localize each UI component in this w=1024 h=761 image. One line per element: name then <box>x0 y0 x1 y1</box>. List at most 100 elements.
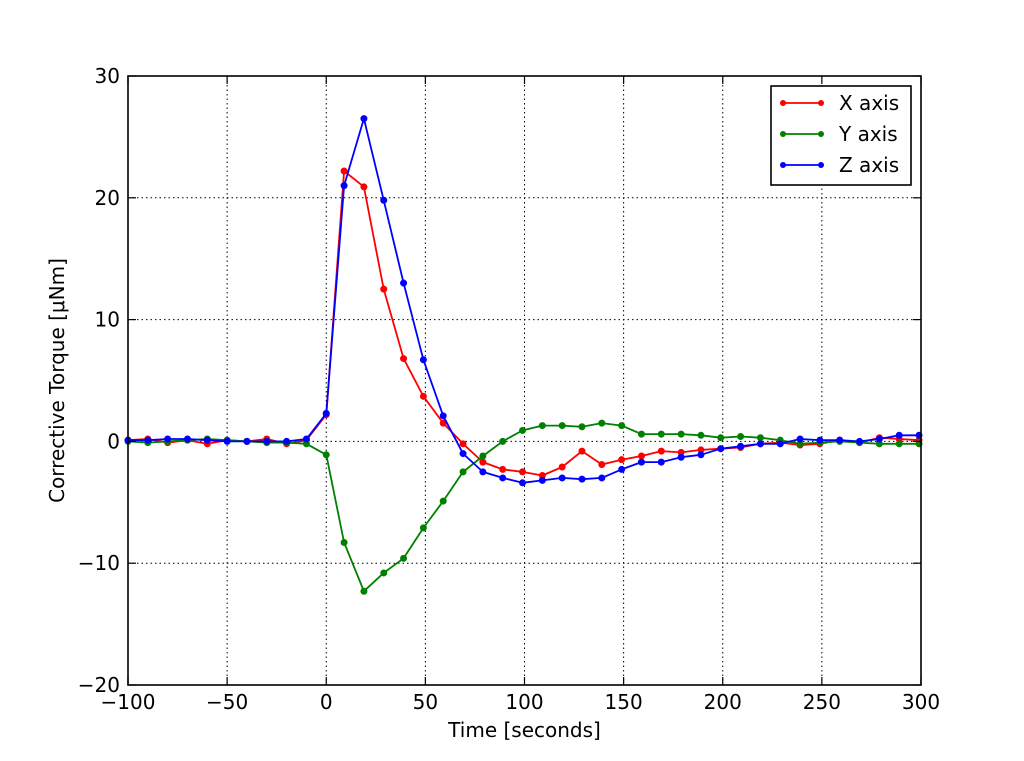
legend: X axis Y axis Z axis <box>770 85 912 186</box>
data-point <box>657 458 665 466</box>
data-point <box>618 465 626 473</box>
data-point <box>380 196 388 204</box>
data-point <box>499 465 507 473</box>
legend-marker <box>780 162 786 168</box>
y-tick-label: 10 <box>95 308 120 332</box>
legend-label: Y axis <box>838 122 898 146</box>
data-point <box>340 538 348 546</box>
grid-lines <box>128 76 921 685</box>
data-point <box>657 447 665 455</box>
data-point <box>618 456 626 464</box>
data-point <box>697 431 705 439</box>
data-point <box>479 468 487 476</box>
data-point <box>657 430 665 438</box>
data-point <box>183 435 191 443</box>
axis-ticks <box>127 75 922 686</box>
data-point <box>164 435 172 443</box>
data-point <box>380 285 388 293</box>
data-point <box>322 409 330 417</box>
data-point <box>400 355 408 363</box>
data-point <box>263 437 271 445</box>
legend-marker <box>780 131 786 137</box>
data-point <box>302 435 310 443</box>
data-point <box>479 458 487 466</box>
data-point <box>459 440 467 448</box>
data-point <box>380 569 388 577</box>
data-point <box>836 436 844 444</box>
x-tick-label: 200 <box>704 690 742 714</box>
data-point <box>360 115 368 123</box>
x-tick-label: 100 <box>505 690 543 714</box>
y-tick-label: 0 <box>107 429 120 453</box>
data-point <box>737 433 745 441</box>
data-point <box>144 436 152 444</box>
data-point <box>756 434 764 442</box>
data-point <box>283 437 291 445</box>
data-point <box>360 587 368 595</box>
data-point <box>895 440 903 448</box>
data-point <box>519 426 527 434</box>
data-point <box>538 422 546 430</box>
data-point <box>637 452 645 460</box>
data-point <box>419 356 427 364</box>
data-point <box>322 451 330 459</box>
y-axis-label: Corrective Torque [μNm] <box>45 258 69 503</box>
data-point <box>717 445 725 453</box>
data-point <box>558 422 566 430</box>
data-point <box>637 458 645 466</box>
data-point <box>598 474 606 482</box>
data-point <box>459 450 467 458</box>
data-point <box>558 474 566 482</box>
data-point <box>479 452 487 460</box>
y-tick-label: −10 <box>78 551 120 575</box>
data-point <box>360 183 368 191</box>
data-point <box>578 423 586 431</box>
legend-marker <box>780 100 786 106</box>
data-point <box>459 468 467 476</box>
data-point <box>400 279 408 287</box>
data-point <box>816 436 824 444</box>
data-point <box>895 431 903 439</box>
data-point <box>677 453 685 461</box>
data-point <box>578 475 586 483</box>
data-point <box>737 442 745 450</box>
legend-marker <box>818 131 824 137</box>
data-point <box>697 451 705 459</box>
data-point <box>499 474 507 482</box>
data-point <box>856 437 864 445</box>
data-point <box>717 434 725 442</box>
data-point <box>578 447 586 455</box>
data-point <box>637 430 645 438</box>
x-tick-label: 250 <box>803 690 841 714</box>
data-point <box>598 461 606 469</box>
data-point <box>203 436 211 444</box>
y-tick-label: 30 <box>95 64 120 88</box>
data-point <box>776 440 784 448</box>
data-point <box>598 419 606 427</box>
legend-marker <box>818 162 824 168</box>
legend-marker <box>818 100 824 106</box>
data-point <box>558 463 566 471</box>
data-point <box>419 392 427 400</box>
legend-label: Z axis <box>839 153 899 177</box>
data-point <box>756 440 764 448</box>
x-tick-label: 150 <box>605 690 643 714</box>
x-tick-label: 300 <box>902 690 940 714</box>
x-axis-label: Time [seconds] <box>447 718 601 742</box>
data-point <box>340 167 348 175</box>
x-tick-label: 0 <box>320 690 333 714</box>
data-point <box>618 422 626 430</box>
data-point <box>400 554 408 562</box>
data-point <box>677 430 685 438</box>
data-point <box>439 412 447 420</box>
x-tick-label: −50 <box>206 690 248 714</box>
data-point <box>223 437 231 445</box>
data-point <box>796 435 804 443</box>
y-tick-label: 20 <box>95 186 120 210</box>
series-lines <box>124 115 923 595</box>
data-point <box>243 437 251 445</box>
data-point <box>519 468 527 476</box>
legend-label: X axis <box>839 91 899 115</box>
